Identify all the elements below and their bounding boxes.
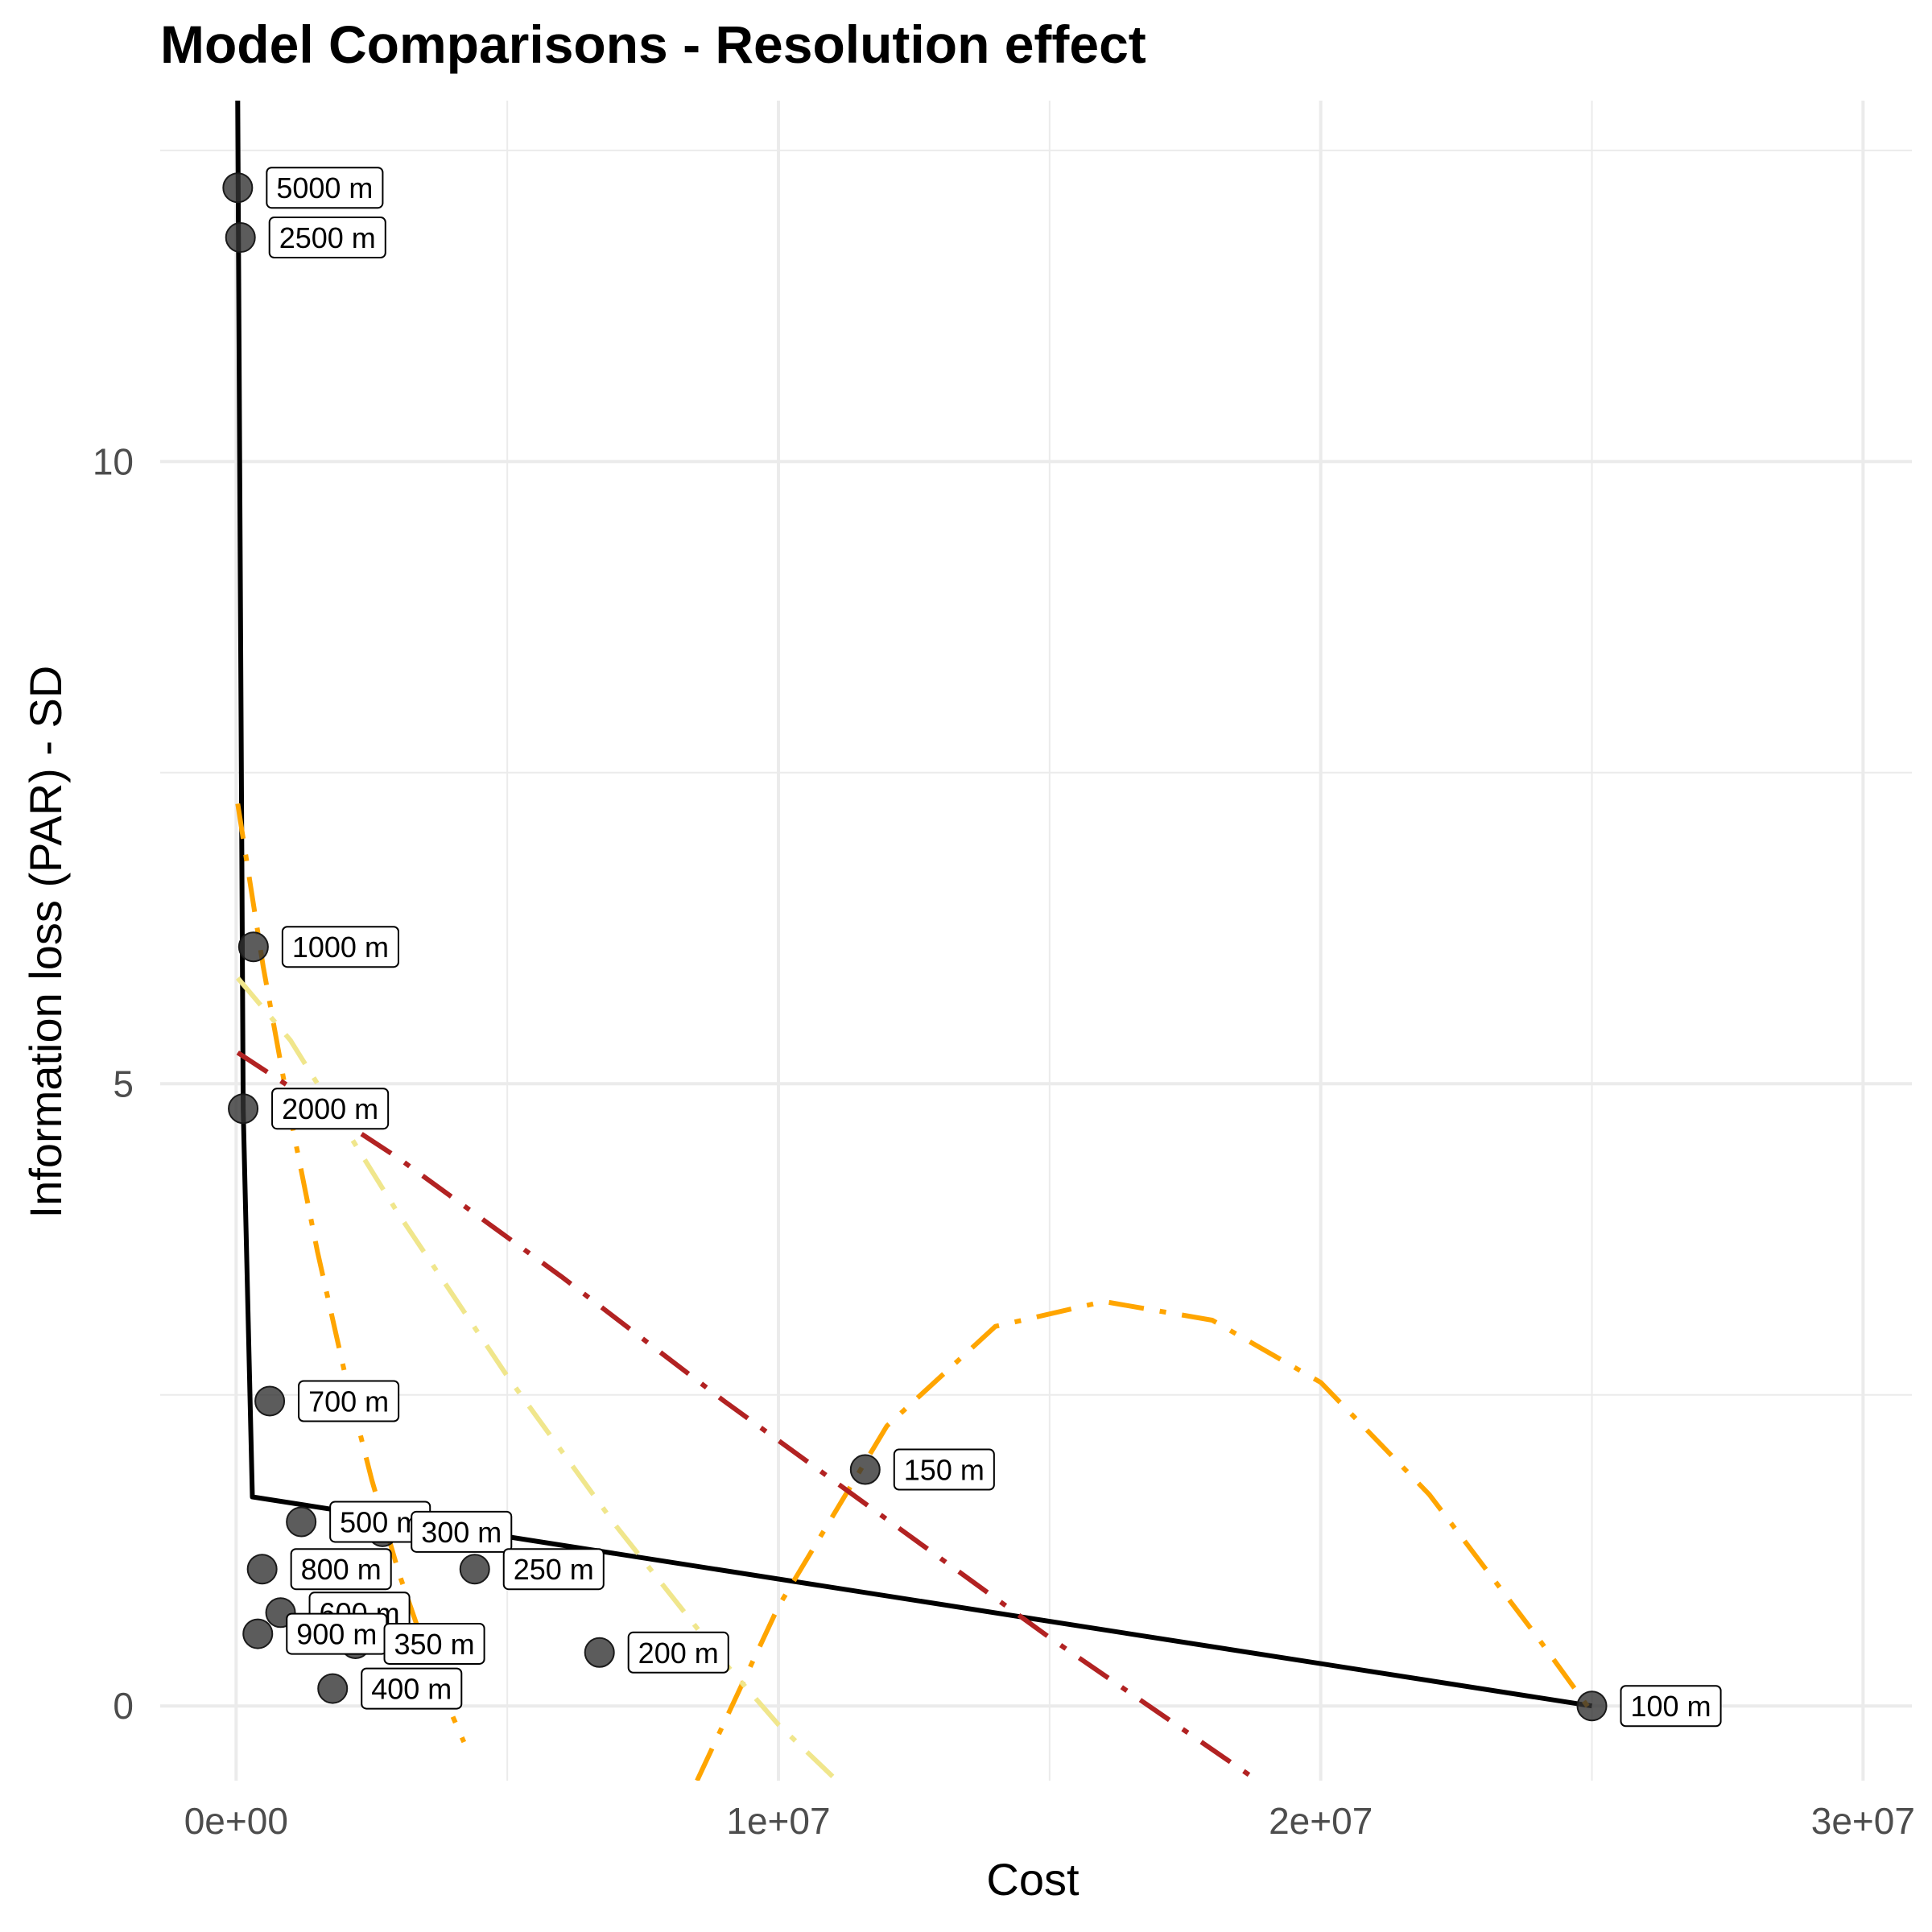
- point-label-box: [290, 1548, 392, 1591]
- point-label-text: 100 m: [1631, 1690, 1711, 1723]
- point-label: 350 m: [383, 1622, 485, 1665]
- y-axis-ticks: 0 5 10: [93, 440, 134, 1727]
- x-tick-label: 0e+00: [184, 1800, 288, 1842]
- point-label-text: 200 m: [638, 1637, 719, 1670]
- point-label: 400 m: [361, 1667, 463, 1710]
- data-point: [1576, 1690, 1608, 1722]
- point-label: 900 m: [286, 1612, 388, 1655]
- data-point: [254, 1385, 286, 1417]
- data-point: [286, 1506, 317, 1538]
- point-label-text: 2000 m: [282, 1092, 378, 1125]
- point-label-box: [893, 1448, 995, 1491]
- point-label-text: 2500 m: [279, 221, 376, 254]
- point-label-box: [411, 1510, 513, 1553]
- point-label: 500 m: [329, 1501, 431, 1543]
- data-point: [849, 1454, 881, 1485]
- point-label-text: 300 m: [421, 1516, 502, 1549]
- data-point: [584, 1637, 615, 1668]
- point-label-box: [383, 1622, 485, 1665]
- point-label-text: 1000 m: [292, 931, 389, 964]
- series-line-1: [235, 101, 1592, 1709]
- point-label-box: [281, 926, 399, 968]
- point-label: 200 m: [627, 1631, 729, 1674]
- data-point: [242, 1618, 274, 1649]
- point-label: 5000 m: [266, 167, 384, 209]
- point-label-text: 700 m: [308, 1385, 389, 1418]
- x-tick-label: 1e+07: [726, 1800, 830, 1842]
- data-point: [459, 1554, 490, 1585]
- point-label-box: [1620, 1685, 1722, 1728]
- point-label: 2000 m: [271, 1088, 390, 1130]
- point-label-box: [268, 217, 386, 259]
- series-line-3: [695, 1298, 1594, 1781]
- data-point: [228, 1093, 259, 1125]
- point-label-text: 900 m: [296, 1618, 377, 1651]
- y-tick-label: 0: [113, 1685, 134, 1727]
- x-tick-label: 3e+07: [1811, 1800, 1915, 1842]
- x-axis-title: Cost: [986, 1854, 1080, 1905]
- point-label: 700 m: [298, 1380, 400, 1422]
- point-label-box: [298, 1380, 400, 1422]
- point-label: 150 m: [893, 1448, 995, 1491]
- point-label: 250 m: [502, 1548, 605, 1591]
- point-label-box: [627, 1631, 729, 1674]
- chart-title: Model Comparisons - Resolution effect: [160, 14, 1146, 74]
- point-label-text: 800 m: [301, 1553, 382, 1586]
- x-axis-ticks: 0e+00 1e+07 2e+07 3e+07: [184, 1800, 1915, 1842]
- data-point: [225, 222, 256, 254]
- point-label: 100 m: [1620, 1685, 1722, 1728]
- y-tick-label: 5: [113, 1063, 134, 1104]
- data-point: [222, 172, 254, 204]
- point-label-text: 250 m: [514, 1553, 594, 1586]
- point-label: 1000 m: [281, 926, 399, 968]
- point-label-box: [361, 1667, 463, 1710]
- point-label-box: [266, 167, 384, 209]
- point-label-text: 500 m: [340, 1505, 420, 1538]
- point-label: 800 m: [290, 1548, 392, 1591]
- data-point: [317, 1673, 349, 1704]
- data-point: [246, 1554, 278, 1585]
- point-label-text: 350 m: [394, 1628, 475, 1661]
- x-tick-label: 2e+07: [1269, 1800, 1373, 1842]
- y-tick-label: 10: [93, 440, 134, 482]
- point-label-text: 5000 m: [276, 171, 373, 204]
- series-line-5: [236, 1051, 1262, 1781]
- point-label: 2500 m: [268, 217, 386, 259]
- point-label-box: [271, 1088, 390, 1130]
- point-label-box: [502, 1548, 605, 1591]
- y-axis-title: Information loss (PAR) - SD: [20, 666, 71, 1219]
- point-label-text: 150 m: [904, 1454, 985, 1487]
- point-label-text: 400 m: [371, 1673, 452, 1706]
- point-label: 300 m: [411, 1510, 513, 1553]
- data-point: [237, 931, 269, 963]
